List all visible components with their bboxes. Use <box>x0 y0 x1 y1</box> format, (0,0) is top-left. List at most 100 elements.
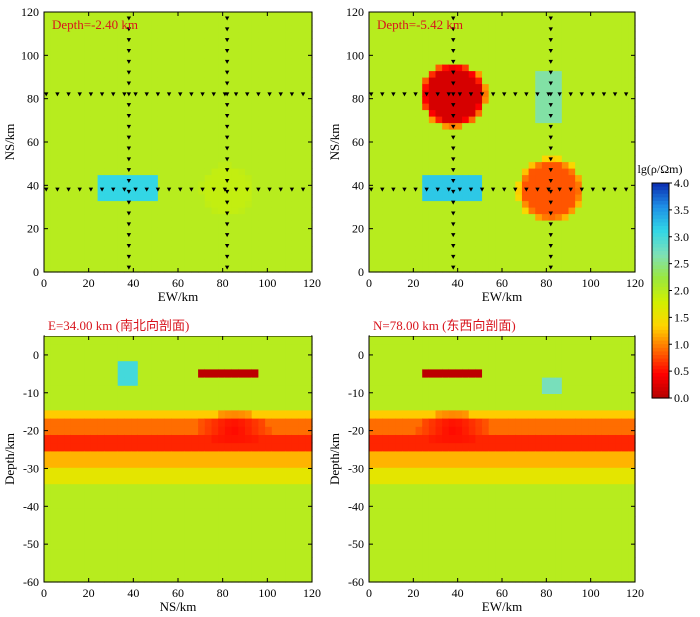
heatmap-cell <box>271 187 280 195</box>
heatmap-cell <box>191 44 199 52</box>
heatmap-cell <box>621 220 629 228</box>
heatmap-cell <box>64 103 72 111</box>
heatmap-cell <box>117 18 125 26</box>
heatmap-cell <box>271 500 280 509</box>
heatmap-cell <box>157 64 166 72</box>
heatmap-cell <box>285 174 293 182</box>
heatmap-cell <box>278 252 286 260</box>
heatmap-cell <box>191 122 199 130</box>
heatmap-cell <box>211 459 219 468</box>
heatmap-cell <box>305 418 313 427</box>
heatmap-cell <box>77 377 85 386</box>
heatmap-cell <box>265 161 273 169</box>
heatmap-cell <box>258 541 266 550</box>
heatmap-cell <box>415 368 423 378</box>
heatmap-cell <box>57 409 65 419</box>
heatmap-cell <box>57 51 65 59</box>
heatmap-cell <box>64 344 72 353</box>
heatmap-cell <box>488 148 496 156</box>
heatmap-cell <box>285 418 293 427</box>
heatmap-cell <box>157 442 166 452</box>
heatmap-cell <box>151 483 159 493</box>
heatmap-cell <box>157 18 166 26</box>
heatmap-cell <box>408 187 417 195</box>
heatmap-cell <box>291 409 300 419</box>
heatmap-cell <box>184 459 192 468</box>
heatmap-cell <box>131 377 139 386</box>
heatmap-cell <box>171 174 179 182</box>
heatmap-cell <box>131 25 139 33</box>
heatmap-cell <box>388 194 397 202</box>
heatmap-cell <box>191 434 199 444</box>
heatmap-cell <box>375 401 383 411</box>
heatmap-cell <box>561 38 570 46</box>
heatmap-cell <box>178 38 186 46</box>
heatmap-cell <box>541 174 550 182</box>
heatmap-cell <box>151 90 159 98</box>
heatmap-cell <box>171 426 179 435</box>
heatmap-cell <box>77 426 85 435</box>
heatmap-cell <box>298 239 306 247</box>
heatmap-cell <box>137 377 146 386</box>
heatmap-cell <box>488 135 496 143</box>
heatmap-cell <box>231 491 239 501</box>
heatmap-cell <box>218 336 226 345</box>
heatmap-cell <box>238 336 246 345</box>
heatmap-cell <box>395 161 403 169</box>
heatmap-cell <box>218 161 226 169</box>
heatmap-cell <box>218 57 226 65</box>
heatmap-cell <box>568 12 576 20</box>
heatmap-cell <box>251 90 259 98</box>
heatmap-cell <box>285 25 293 33</box>
heatmap-cell <box>238 393 246 403</box>
heatmap-cell <box>382 116 390 124</box>
heatmap-cell <box>575 38 583 46</box>
heatmap-cell <box>415 194 423 202</box>
heatmap-cell <box>191 51 199 59</box>
heatmap-cell <box>211 565 219 575</box>
heatmap-cell <box>388 418 397 427</box>
heatmap-cell <box>238 532 246 542</box>
heatmap-cell <box>415 57 423 65</box>
heatmap-cell <box>468 148 476 156</box>
heatmap-cell <box>369 500 377 509</box>
heatmap-cell <box>224 450 233 460</box>
heatmap-cell <box>615 220 623 228</box>
heatmap-cell <box>415 265 423 273</box>
heatmap-cell <box>171 96 179 104</box>
heatmap-cell <box>251 491 259 501</box>
heatmap-cell <box>211 12 219 20</box>
heatmap-cell <box>77 12 85 20</box>
heatmap-cell <box>131 508 139 517</box>
heatmap-cell <box>44 226 52 234</box>
heatmap-cell <box>44 181 52 189</box>
heatmap-cell <box>408 516 417 526</box>
heatmap-cell <box>442 148 450 156</box>
heatmap-cell <box>442 213 450 221</box>
heatmap-cell <box>117 77 125 85</box>
heatmap-cell <box>388 233 397 241</box>
heatmap-cell <box>462 194 470 202</box>
heatmap-cell <box>455 246 463 254</box>
heatmap-cell <box>211 233 219 241</box>
x-tick-label: 80 <box>540 276 552 290</box>
heatmap-cell <box>305 200 313 208</box>
heatmap-cell <box>57 77 65 85</box>
heatmap-cell <box>455 77 463 85</box>
heatmap-cell <box>298 96 306 104</box>
heatmap-cell <box>258 64 266 72</box>
heatmap-cell <box>224 226 233 234</box>
heatmap-cell <box>395 155 403 163</box>
heatmap-cell <box>408 226 417 234</box>
heatmap-cell <box>211 135 219 143</box>
heatmap-cell <box>298 565 306 575</box>
heatmap-cell <box>131 168 139 176</box>
heatmap-cell <box>369 122 377 130</box>
heatmap-cell <box>422 77 430 85</box>
station-marker <box>66 92 71 97</box>
heatmap-cell <box>231 252 239 260</box>
heatmap-cell <box>157 368 166 378</box>
heatmap-cell <box>388 573 397 583</box>
heatmap-cell <box>218 426 226 435</box>
